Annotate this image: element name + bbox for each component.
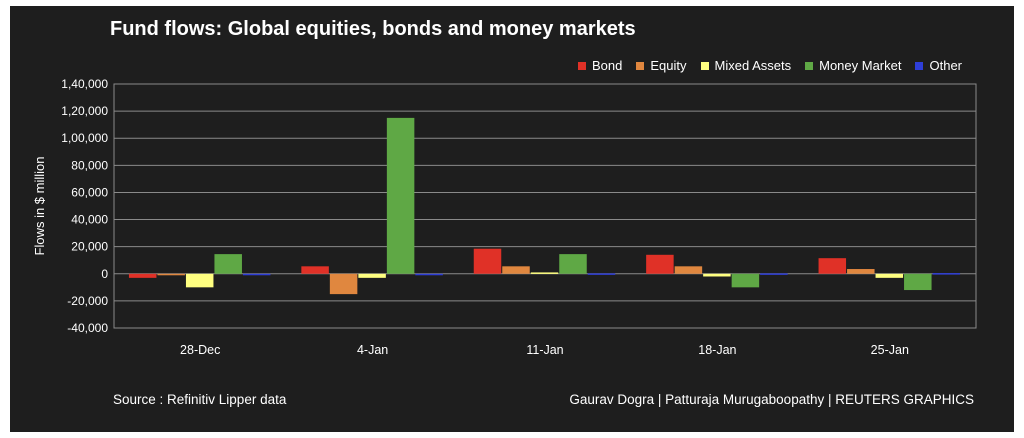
legend-swatch bbox=[578, 61, 586, 70]
legend-swatch bbox=[915, 61, 924, 70]
legend: Bond Equity Mixed Assets Money Market Other bbox=[578, 58, 962, 73]
bar-mixed-assets bbox=[703, 273, 731, 277]
legend-label: Mixed Assets bbox=[714, 58, 792, 73]
bar-bond bbox=[301, 266, 329, 274]
bar-other bbox=[932, 273, 961, 275]
legend-label: Equity bbox=[650, 58, 687, 73]
legend-swatch bbox=[636, 61, 645, 70]
bar-equity bbox=[502, 266, 530, 274]
bar-other bbox=[587, 273, 616, 275]
bar-bond bbox=[646, 254, 674, 274]
y-tick-label: 60,000 bbox=[71, 185, 108, 199]
bar-equity bbox=[329, 273, 358, 295]
bar-money-market bbox=[214, 254, 242, 274]
legend-item-bond: Bond bbox=[578, 58, 622, 73]
bar-mixed-assets bbox=[530, 272, 559, 274]
bar-mixed-assets bbox=[185, 273, 214, 288]
x-tick-label: 18-Jan bbox=[698, 343, 736, 357]
y-tick-label: 80,000 bbox=[71, 158, 108, 172]
bar-mixed-assets bbox=[875, 273, 904, 278]
legend-swatch bbox=[805, 61, 814, 70]
y-tick-label: 1,00,000 bbox=[61, 131, 108, 145]
bar-equity bbox=[157, 273, 185, 276]
legend-label: Money Market bbox=[819, 58, 902, 73]
legend-item-money-market: Money Market bbox=[805, 58, 901, 73]
legend-label: Other bbox=[929, 58, 962, 73]
y-tick-label: 0 bbox=[101, 267, 108, 281]
bar-bond bbox=[473, 248, 502, 274]
chart-panel: Fund flows: Global equities, bonds and m… bbox=[10, 6, 1014, 432]
y-tick-label: 1,40,000 bbox=[61, 77, 108, 91]
bar-equity bbox=[674, 266, 703, 274]
legend-item-other: Other bbox=[915, 58, 962, 73]
bar-chart: -40,000 -20,000 0 20,000 40,000 60,000 80,000 1… bbox=[32, 77, 977, 357]
bar-other bbox=[415, 273, 443, 276]
legend-swatch bbox=[700, 61, 709, 70]
legend-item-equity: Equity bbox=[636, 58, 687, 73]
y-tick-label: 40,000 bbox=[71, 213, 108, 227]
bar-bond bbox=[818, 258, 847, 274]
legend-item-mixed-assets: Mixed Assets bbox=[700, 58, 792, 73]
y-tick-label: 1,20,000 bbox=[61, 104, 108, 118]
bar-mixed-assets bbox=[358, 273, 386, 278]
x-tick-label: 25-Jan bbox=[871, 343, 909, 357]
bar-equity bbox=[847, 269, 875, 274]
bar-other bbox=[760, 273, 788, 275]
source-note: Source : Refinitiv Lipper data bbox=[113, 392, 287, 407]
y-tick-label: -40,000 bbox=[67, 321, 108, 335]
x-tick-label: 4-Jan bbox=[357, 343, 388, 357]
y-tick-label: 20,000 bbox=[71, 240, 108, 254]
bar-money-market bbox=[731, 273, 760, 288]
bar-other bbox=[242, 273, 271, 276]
bar-bond bbox=[128, 273, 157, 278]
bar-money-market bbox=[904, 273, 932, 291]
x-tick-label: 11-Jan bbox=[526, 343, 563, 357]
legend-label: Bond bbox=[592, 58, 623, 73]
y-axis-label: Flows in $ million bbox=[32, 157, 47, 256]
x-tick-label: 28-Dec bbox=[180, 343, 220, 357]
credit-note: Gaurav Dogra | Patturaja Murugaboopathy … bbox=[569, 392, 974, 407]
chart-title: Fund flows: Global equities, bonds and m… bbox=[110, 18, 636, 40]
y-tick-label: -20,000 bbox=[67, 294, 108, 308]
bar-money-market bbox=[559, 254, 587, 274]
bar-money-market bbox=[386, 117, 415, 274]
plot-area bbox=[113, 83, 977, 329]
